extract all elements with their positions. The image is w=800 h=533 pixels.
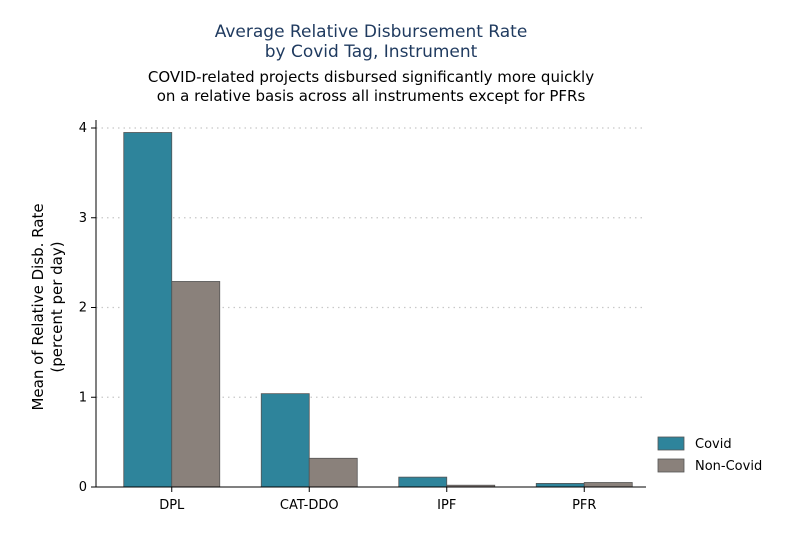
bar-non-covid [308,457,358,488]
y-tick-label: 1 [79,390,87,405]
bar-covid [260,393,310,488]
bar-covid [535,483,585,488]
legend-label: Covid [695,437,732,452]
x-tick-label: IPF [437,498,456,513]
x-tick-label: PFR [572,498,596,513]
legend-label: Non-Covid [695,459,762,474]
chart-title-line-2: by Covid Tag, Instrument [265,42,478,62]
y-tick-label: 3 [79,211,87,226]
y-tick-label: 2 [79,301,87,316]
x-tick-label: CAT-DDO [280,498,339,513]
legend-swatch [657,436,685,451]
legend-swatch [657,458,685,473]
y-tick-label: 0 [79,480,87,495]
gridlines [96,127,646,398]
bar-covid [398,476,448,488]
legend: Covid Non-Covid [657,436,762,474]
chart-subtitle-line-2: on a relative basis across all instrumen… [157,87,586,105]
y-axis-label-line-2: (percent per day) [48,241,66,372]
bars [123,132,633,488]
axes: 0 1 2 3 4 DPL CAT-DDO IPF PFR [79,120,646,513]
chart-title-line-1: Average Relative Disbursement Rate [215,22,528,42]
x-tick-label: DPL [159,498,185,513]
bar-non-covid [171,281,221,488]
y-axis-label-line-1: Mean of Relative Disb. Rate [29,203,47,410]
bar-covid [123,132,173,488]
y-tick-label: 4 [79,121,87,136]
bar-non-covid [583,482,633,488]
chart-subtitle-line-1: COVID-related projects disbursed signifi… [148,68,594,86]
